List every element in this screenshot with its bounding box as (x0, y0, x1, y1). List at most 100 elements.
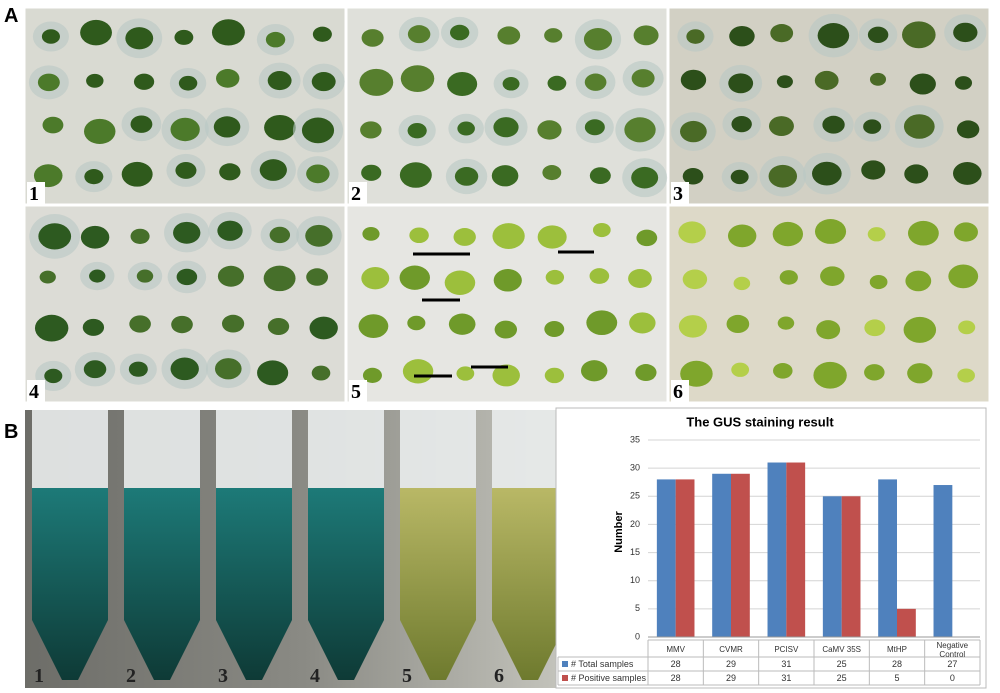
callus (360, 121, 382, 139)
callus (267, 317, 290, 336)
legend-swatch (562, 675, 568, 681)
table-value: 27 (947, 659, 957, 669)
number-bg (349, 380, 367, 402)
callus (867, 227, 886, 242)
table-value: 25 (837, 659, 847, 669)
y-tick-label: 15 (630, 547, 640, 557)
chart: 0 5 10 15 20 25 30 35 MMV CVMR PCISV CaMV 35S MtHP Ne… (557, 434, 981, 686)
callus (584, 73, 607, 91)
callus (580, 360, 608, 382)
callus (954, 76, 973, 90)
callus (136, 269, 154, 283)
callus (407, 122, 427, 139)
callus (628, 268, 652, 288)
callus (38, 223, 72, 250)
callus (583, 27, 613, 51)
callus (257, 360, 289, 386)
callus (953, 222, 978, 242)
callus (867, 26, 889, 43)
table-value: 31 (781, 673, 791, 683)
callus (402, 359, 434, 384)
tube-number: 2 (126, 665, 136, 687)
callus (171, 315, 193, 334)
x-tick-label: CaMV 35S (822, 645, 861, 654)
tube-number: 1 (34, 665, 44, 687)
number-bg (27, 182, 45, 204)
callus (768, 164, 798, 188)
callus (779, 270, 798, 285)
callus (907, 220, 939, 246)
callus (121, 161, 153, 187)
callus (956, 120, 980, 139)
callus (259, 159, 287, 181)
callus (37, 73, 60, 92)
legend-label: # Positive samples (571, 673, 647, 683)
x-tick-label-box: MMV (666, 645, 685, 654)
chart-title: The GUS staining result (686, 414, 834, 429)
callus (170, 117, 200, 142)
callus (361, 164, 382, 181)
callus (631, 166, 659, 189)
tube-liquid (124, 488, 200, 680)
callus (545, 269, 565, 285)
bar (712, 473, 731, 637)
callus (635, 364, 657, 382)
callus (586, 310, 618, 336)
tube-top (216, 410, 292, 488)
x-tick-label: MMV (666, 645, 685, 654)
callus (407, 25, 431, 44)
tube-group: 1 2 3 4 5 6 (32, 410, 568, 687)
y-tick-label: 35 (630, 434, 640, 444)
callus (631, 69, 655, 88)
callus (864, 364, 885, 381)
tube-liquid (400, 488, 476, 680)
callus (537, 225, 567, 249)
x-tick-label: CVMR (719, 645, 743, 654)
callus (497, 26, 521, 45)
y-tick-label: 0 (635, 631, 640, 641)
callus (449, 24, 470, 41)
table-value: 29 (726, 673, 736, 683)
photo-number: 4 (29, 381, 39, 403)
callus (907, 363, 933, 384)
callus (456, 366, 475, 381)
callus (953, 22, 978, 43)
callus (822, 115, 845, 134)
legend-label: # Total samples (571, 659, 634, 669)
callus (86, 73, 104, 88)
callus (731, 362, 750, 377)
callus (39, 270, 56, 284)
callus (768, 116, 794, 137)
callus (544, 321, 565, 337)
table-value: 0 (950, 673, 955, 683)
callus (444, 270, 476, 295)
callus (682, 269, 708, 290)
callus (312, 26, 332, 42)
bar (656, 479, 676, 637)
tube-number: 4 (310, 665, 320, 687)
x-tick-label: MtHP (886, 645, 907, 654)
callus (362, 226, 380, 241)
callus (84, 169, 104, 185)
callus (128, 361, 148, 377)
x-tick-label-box: CaMV 35S (822, 645, 861, 654)
callus (34, 314, 69, 342)
callus (400, 65, 435, 93)
callus (502, 77, 520, 91)
callus (89, 269, 106, 283)
callus (211, 19, 245, 46)
number-bg (27, 380, 45, 402)
callus (952, 161, 982, 185)
callus (453, 228, 476, 246)
callus (361, 267, 390, 290)
callus (457, 121, 475, 136)
callus (542, 165, 562, 181)
table-value: 25 (837, 673, 847, 683)
callus (311, 365, 331, 381)
callus (547, 75, 567, 91)
callus (861, 160, 886, 180)
bar (933, 485, 953, 637)
callus (686, 29, 705, 44)
callus (814, 70, 839, 90)
